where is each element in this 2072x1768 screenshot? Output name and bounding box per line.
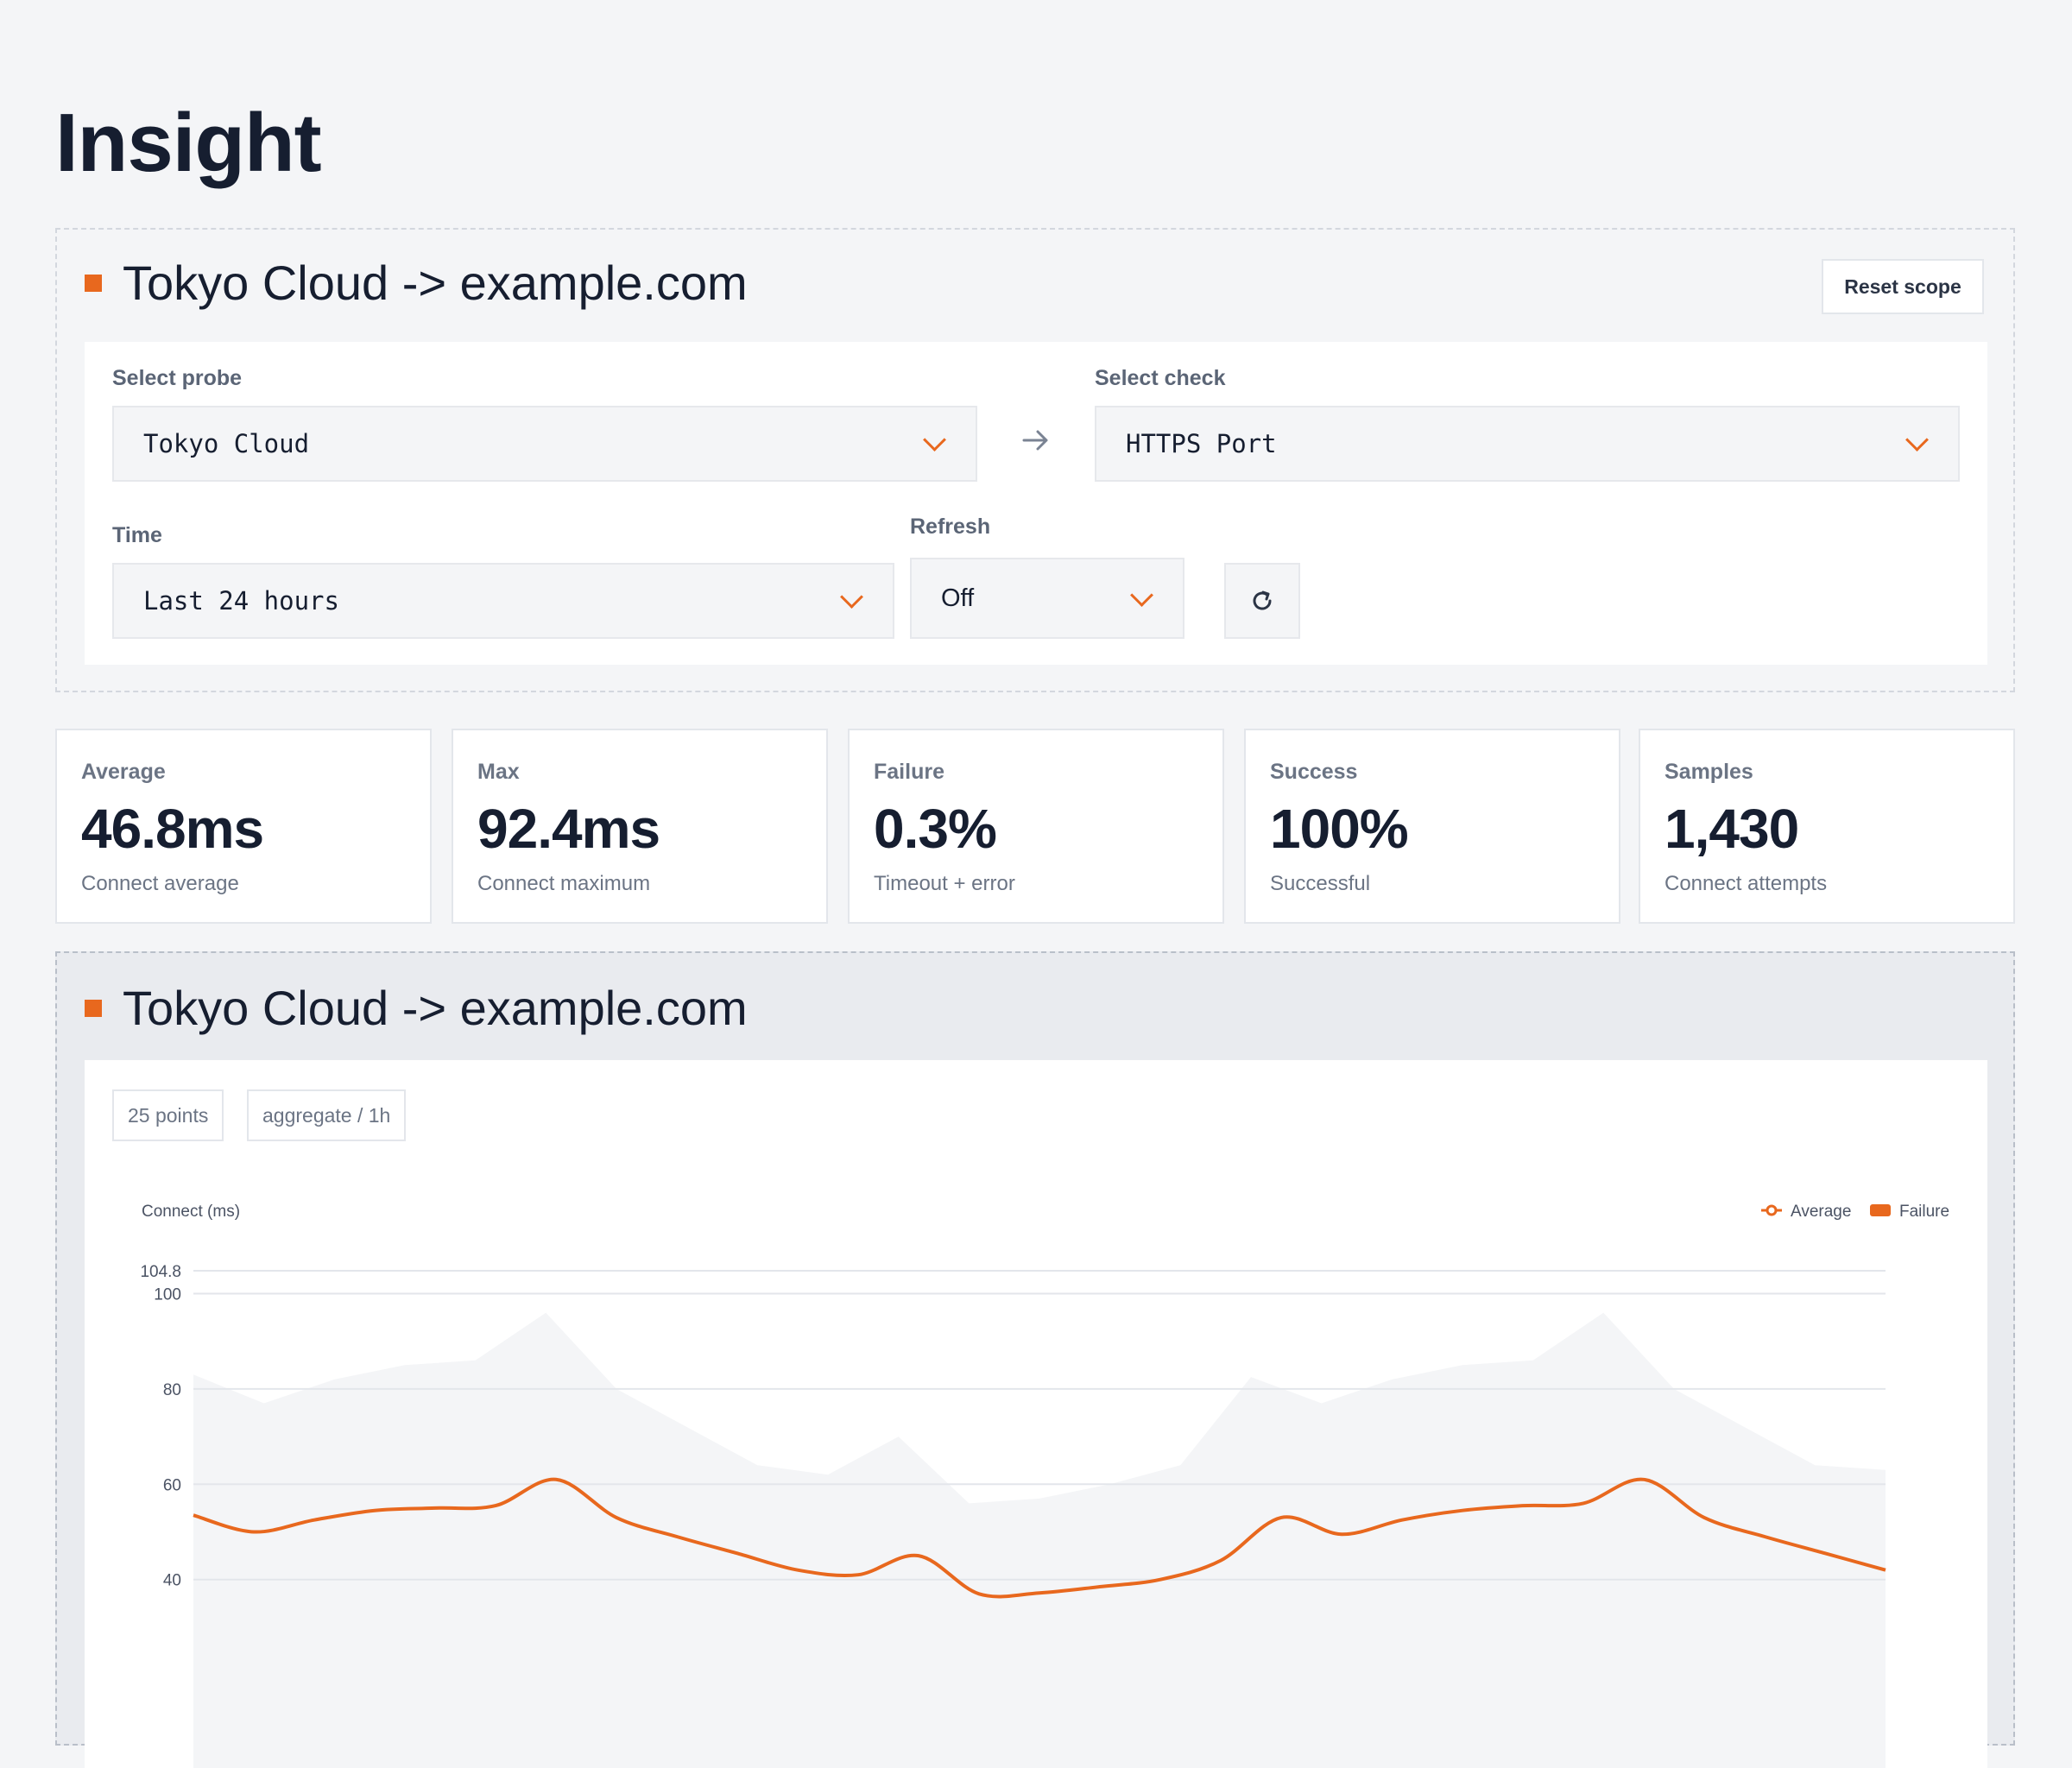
time-select-value: Last 24 hours <box>143 586 339 616</box>
stat-label: Average <box>81 760 166 784</box>
stat-label: Samples <box>1665 760 1753 784</box>
stat-value: 46.8ms <box>81 798 264 860</box>
y-tick-label: 104.8 <box>140 1263 181 1281</box>
legend-failure: Failure <box>1899 1203 1949 1221</box>
stat-card-samples: Samples 1,430 Connect attempts <box>1639 729 2015 924</box>
stat-label: Success <box>1270 760 1358 784</box>
y-axis-label: Connect (ms) <box>142 1203 240 1221</box>
y-tick-label: 80 <box>163 1381 181 1399</box>
stat-label: Failure <box>874 760 944 784</box>
stat-sub: Successful <box>1270 872 1371 895</box>
stat-value: 1,430 <box>1665 798 1799 860</box>
stats-row: Average 46.8ms Connect average Max 92.4m… <box>55 729 2015 924</box>
chevron-down-icon <box>1130 584 1153 607</box>
aggregate-chip: aggregate / 1h <box>247 1089 407 1141</box>
refresh-label: Refresh <box>910 515 991 539</box>
legend-average-marker-icon <box>1766 1204 1778 1216</box>
scope-form: Select probe Tokyo Cloud Select check HT… <box>85 342 1987 665</box>
probe-label: Select probe <box>112 366 243 390</box>
refresh-icon <box>1253 590 1272 610</box>
stat-sub: Connect attempts <box>1665 872 1828 895</box>
refresh-select[interactable]: Off <box>910 558 1184 639</box>
reset-scope-button[interactable]: Reset scope <box>1822 259 1984 314</box>
stat-value: 100% <box>1270 798 1409 860</box>
chart-body: 25 points aggregate / 1h 104.8 100 80 60 40 … <box>85 1060 1987 1768</box>
probe-select[interactable]: Tokyo Cloud <box>112 406 977 482</box>
stat-card-failure: Failure 0.3% Timeout + error <box>848 729 1224 924</box>
chevron-down-icon <box>840 585 863 609</box>
scope-title: Tokyo Cloud -> example.com <box>123 256 748 310</box>
stat-card-success: Success 100% Successful <box>1244 729 1620 924</box>
stat-value: 92.4ms <box>477 798 660 860</box>
connect-chart: 104.8 100 80 60 40 Connect (ms) Average Fail… <box>140 1203 1949 1768</box>
check-select-value: HTTPS Port <box>1126 429 1277 458</box>
range-band <box>193 1312 1886 1768</box>
check-label: Select check <box>1095 366 1226 390</box>
y-tick-label: 60 <box>163 1476 181 1494</box>
page: Insight Tokyo Cloud -> example.com Reset… <box>55 97 2015 1768</box>
check-select[interactable]: HTTPS Port <box>1095 406 1960 482</box>
y-tick-label: 100 <box>154 1285 181 1304</box>
legend-average: Average <box>1791 1203 1851 1221</box>
refresh-select-value: Off <box>941 584 975 612</box>
time-select[interactable]: Last 24 hours <box>112 563 894 639</box>
scope-panel: Tokyo Cloud -> example.com Reset scope S… <box>55 228 2015 692</box>
time-label: Time <box>112 523 162 547</box>
stat-value: 0.3% <box>874 798 997 860</box>
chart-title: Tokyo Cloud -> example.com <box>123 981 748 1035</box>
chart-panel: Tokyo Cloud -> example.com 25 points agg… <box>55 951 2015 1768</box>
points-chip: 25 points <box>112 1089 224 1141</box>
stat-sub: Connect average <box>81 872 239 895</box>
stat-card-max: Max 92.4ms Connect maximum <box>452 729 828 924</box>
legend-failure-swatch-icon <box>1870 1204 1891 1216</box>
stat-sub: Timeout + error <box>874 872 1015 895</box>
chevron-down-icon <box>923 428 946 451</box>
orange-square-icon <box>85 1000 102 1017</box>
chart-header: Tokyo Cloud -> example.com <box>85 984 748 1032</box>
arrow-right-icon <box>1022 430 1048 451</box>
probe-select-value: Tokyo Cloud <box>143 429 310 458</box>
y-tick-label: 40 <box>163 1572 181 1590</box>
stat-card-average: Average 46.8ms Connect average <box>55 729 432 924</box>
chart-legend: Average Failure <box>1761 1203 1949 1221</box>
average-series-line <box>193 1477 1886 1599</box>
stat-label: Max <box>477 760 520 784</box>
stat-sub: Connect maximum <box>477 872 651 895</box>
page-title: Insight <box>55 97 322 189</box>
refresh-button[interactable] <box>1224 563 1300 639</box>
chevron-down-icon <box>1905 428 1929 451</box>
orange-square-icon <box>85 275 102 292</box>
scope-header: Tokyo Cloud -> example.com <box>85 259 748 307</box>
